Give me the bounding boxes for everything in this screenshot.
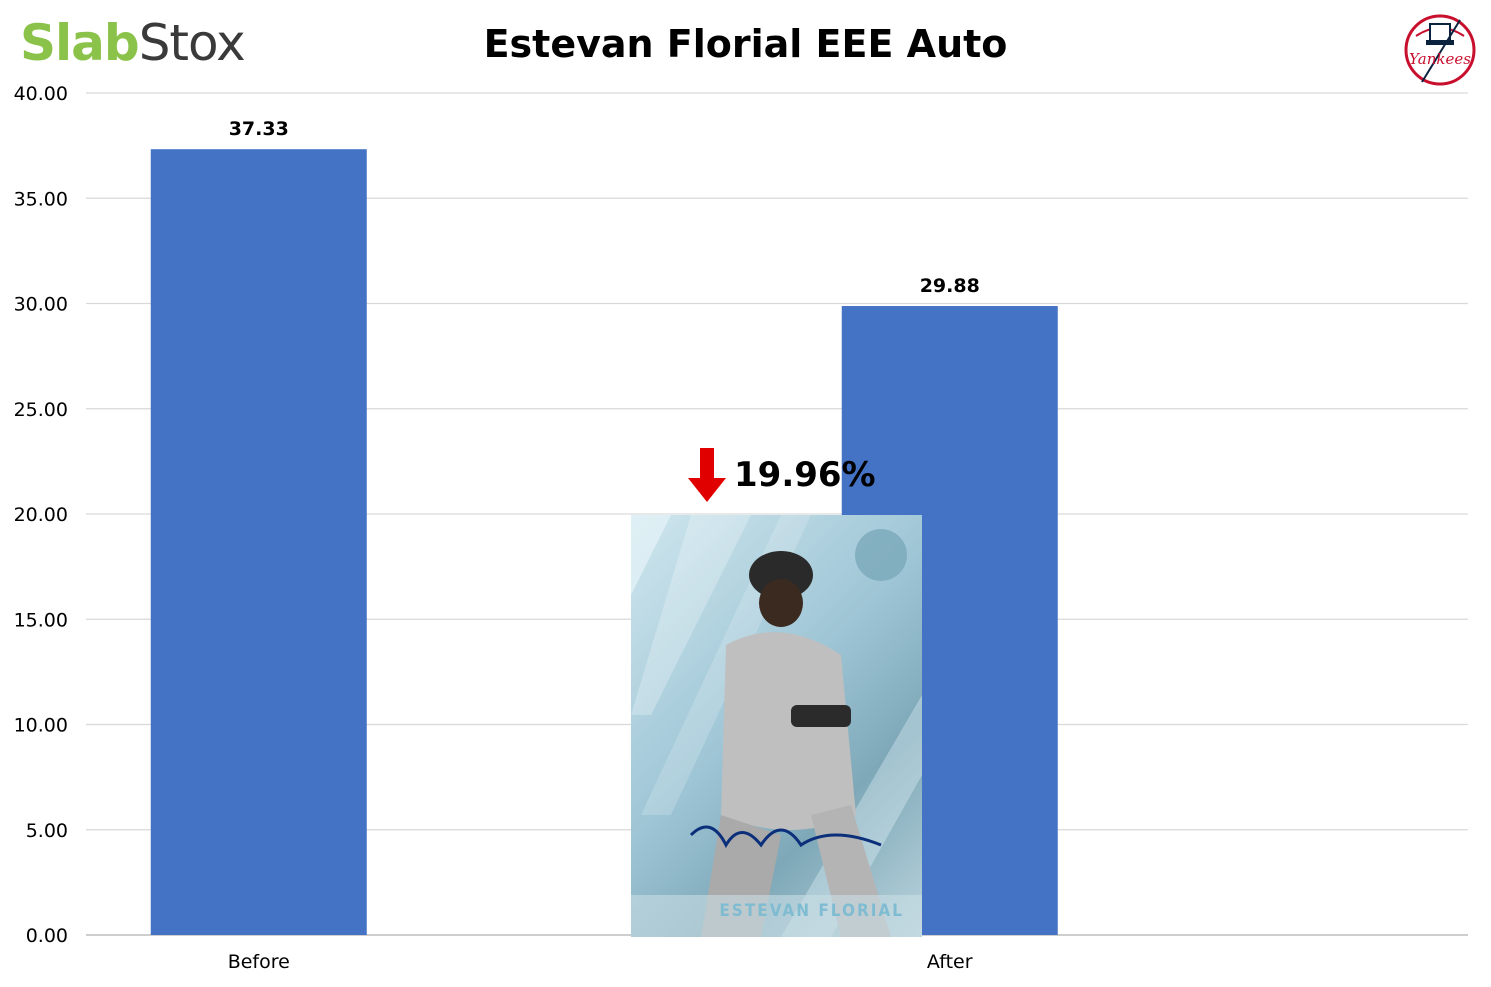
yankees-logo-icon: Yankees (1402, 10, 1478, 90)
down-arrow-icon (688, 448, 726, 502)
data-label: 37.33 (229, 118, 289, 140)
y-tick-label: 5.00 (26, 820, 68, 842)
data-label: 29.88 (920, 275, 980, 297)
x-tick-label: Before (228, 951, 290, 973)
y-tick-label: 20.00 (14, 504, 68, 526)
trading-card-image: ESTEVAN FLORIAL (631, 515, 922, 937)
change-indicator: 19.96% (688, 447, 876, 503)
y-tick-label: 35.00 (14, 188, 68, 210)
y-tick-label: 10.00 (14, 715, 68, 737)
y-tick-label: 30.00 (14, 294, 68, 316)
change-percent: 19.96% (734, 455, 876, 495)
slabstox-logo: Slab Stox (20, 14, 246, 74)
card-player-name: ESTEVAN FLORIAL (719, 901, 904, 921)
brand-part-1: Slab (20, 14, 140, 72)
brand-part-2: Stox (138, 14, 246, 72)
y-tick-label: 15.00 (14, 609, 68, 631)
team-logo-text: Yankees (1409, 50, 1471, 68)
y-tick-label: 25.00 (14, 399, 68, 421)
bar (150, 149, 367, 936)
y-tick-label: 40.00 (14, 83, 68, 105)
y-tick-label: 0.00 (26, 925, 68, 947)
chart-title: Estevan Florial EEE Auto (483, 22, 1008, 66)
x-tick-label: After (927, 951, 973, 973)
